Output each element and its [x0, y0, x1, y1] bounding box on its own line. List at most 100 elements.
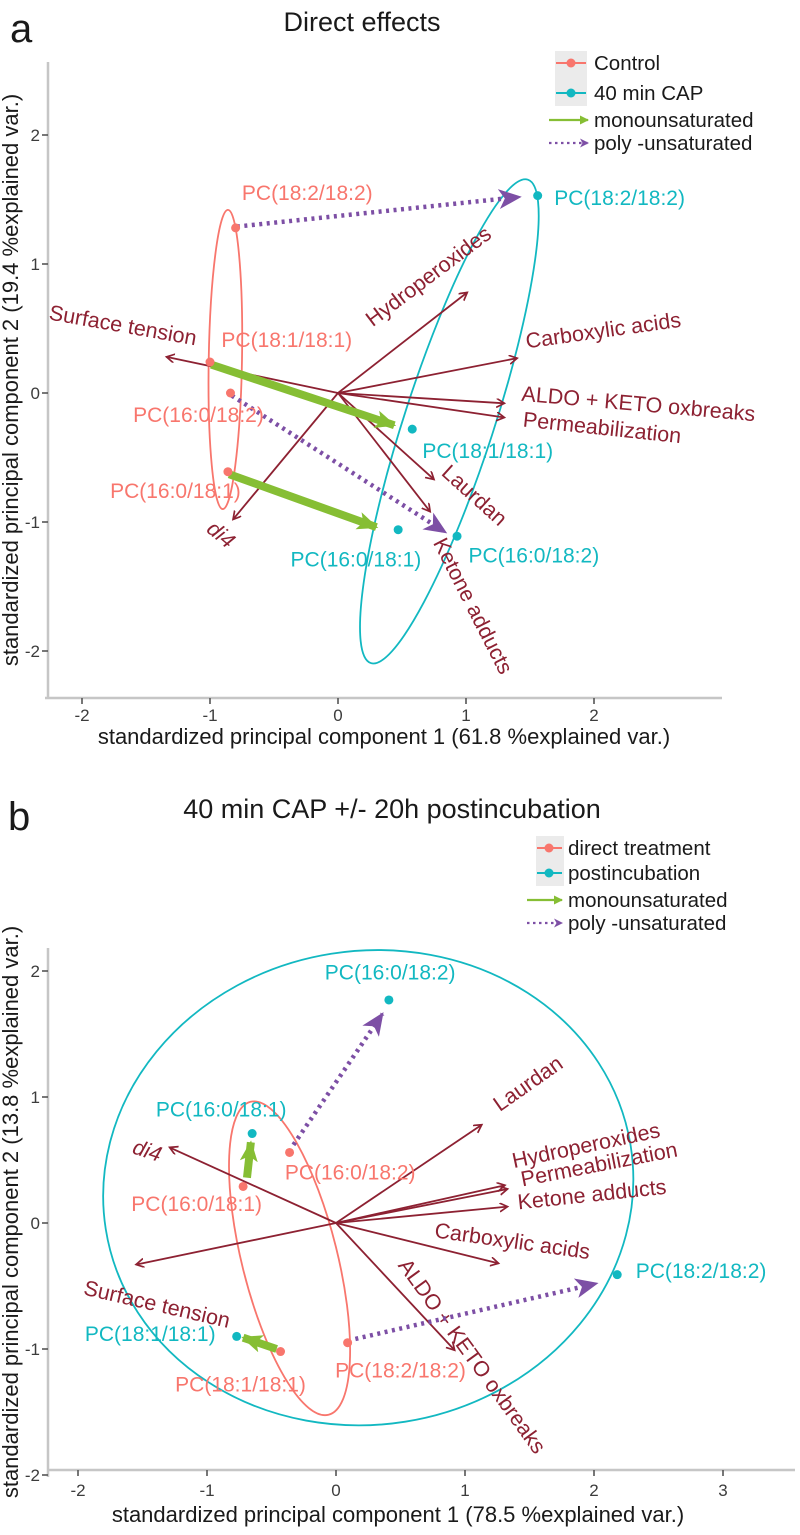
legend-item-label: monounsaturated [568, 889, 728, 912]
transition-arrow-poly-unsaturated [291, 1012, 385, 1147]
y-tick-label: 1 [31, 1088, 40, 1107]
panel-title: 40 min CAP +/- 20h postincubation [183, 794, 601, 824]
legend-item-label: monounsaturated [594, 109, 754, 132]
loading-vectors: Surface tension Hydroperoxides Carboxylic … [47, 222, 756, 678]
loading-arrow [335, 1189, 508, 1224]
data-point-salmon [205, 357, 215, 367]
data-point-salmon [223, 467, 233, 477]
panel-letter: a [10, 7, 33, 51]
y-tick-label: -1 [25, 1340, 40, 1359]
data-point-teal [612, 1270, 622, 1280]
point-label: PC(18:1/18:1) [85, 1323, 216, 1346]
point-label: PC(18:2/18:2) [335, 1359, 466, 1382]
x-tick-label: -1 [202, 706, 217, 725]
y-axis-title: standardized principal component 2 (13.8… [0, 926, 23, 1498]
loading-label: Laurdan [437, 460, 512, 531]
legend-key-dot [566, 58, 576, 68]
legend-key-dot [566, 88, 576, 98]
point-label: PC(18:1/18:1) [221, 329, 352, 352]
legend-key-background [536, 836, 564, 886]
transition-arrow-monounsaturated [210, 360, 397, 430]
loading-arrow [233, 392, 339, 519]
y-axis-title: standardized principal component 2 (19.4… [0, 94, 23, 666]
loading-arrow [337, 392, 504, 403]
point-label: PC(16:0/18:1) [110, 480, 241, 503]
panel-letter: b [8, 795, 30, 839]
group-ellipse-teal [359, 178, 540, 665]
data-point-salmon [231, 223, 241, 233]
loading-arrow [335, 1207, 508, 1224]
data-points: PC(16:0/18:1) PC(16:0/18:2) PC(18:1/18:1) P… [85, 961, 767, 1396]
data-points: PC(18:2/18:2) PC(18:1/18:1) PC(16:0/18:2) P… [110, 182, 685, 571]
group-ellipse-teal [102, 949, 635, 1427]
data-point-teal [232, 1331, 242, 1341]
data-point-teal [384, 995, 394, 1005]
loading-arrow [170, 1147, 337, 1224]
y-tick-label: -1 [25, 513, 40, 532]
transition-arrow-poly-unsaturated [354, 1278, 599, 1342]
data-point-salmon [238, 1181, 248, 1191]
point-label: PC(18:1/18:1) [175, 1373, 306, 1396]
x-tick-label: 0 [333, 706, 342, 725]
x-tick-label: 2 [589, 706, 598, 725]
data-point-teal [452, 531, 462, 541]
panel-title: Direct effects [283, 7, 440, 37]
data-point-salmon [343, 1338, 353, 1348]
point-label: PC(16:0/18:2) [133, 404, 264, 427]
loading-arrow [337, 392, 504, 418]
legend-item-label: Control [594, 52, 660, 75]
transition-arrow-monounsaturated [227, 470, 379, 531]
loading-label: di4 [202, 516, 239, 553]
loading-arrow [337, 392, 434, 479]
point-label: PC(16:0/18:2) [285, 1162, 416, 1185]
y-tick-label: -2 [25, 642, 40, 661]
point-label: PC(16:0/18:2) [468, 545, 599, 568]
x-tick-label: 1 [461, 706, 470, 725]
loading-arrow [136, 1222, 337, 1265]
data-point-teal [407, 424, 417, 434]
loading-label: Carboxylic acids [433, 1218, 591, 1264]
x-tick-label: 3 [718, 1481, 727, 1500]
x-tick-label: -1 [199, 1481, 214, 1500]
loading-arrow [335, 1222, 499, 1263]
data-point-salmon [225, 388, 235, 398]
transition-arrow-monounsaturated [239, 1140, 258, 1179]
loading-label: Laurdan [489, 1051, 567, 1116]
point-label: PC(18:2/18:2) [242, 182, 373, 205]
point-label: PC(16:0/18:1) [291, 548, 422, 571]
loading-arrow [337, 292, 467, 394]
transition-arrow-poly-unsaturated [230, 393, 448, 535]
x-tick-label: 0 [331, 1481, 340, 1500]
legend-item-label: direct treatment [568, 837, 711, 860]
data-point-teal [247, 1129, 257, 1139]
point-label: PC(16:0/18:2) [325, 961, 456, 984]
x-tick-label: -2 [70, 1481, 85, 1500]
y-tick-label: 2 [31, 962, 40, 981]
loading-arrow [335, 1125, 482, 1224]
point-label: PC(18:2/18:2) [636, 1260, 767, 1283]
loading-arrow [337, 358, 517, 394]
legend-key-dot [544, 868, 554, 878]
point-label: PC(16:0/18:1) [131, 1193, 262, 1216]
x-tick-label: -2 [74, 706, 89, 725]
y-tick-label: 2 [31, 126, 40, 145]
group-ellipse-salmon [228, 1100, 352, 1417]
data-point-teal [533, 191, 543, 201]
point-label: PC(16:0/18:1) [156, 1099, 287, 1122]
x-tick-label: 2 [589, 1481, 598, 1500]
data-point-salmon [276, 1347, 286, 1357]
legend-key-dot [544, 843, 554, 853]
data-point-teal [393, 525, 403, 535]
loading-label: Surface tension [47, 301, 198, 351]
point-label: PC(18:1/18:1) [422, 440, 553, 463]
transition-arrow-monounsaturated [241, 1333, 278, 1353]
x-tick-label: 1 [460, 1481, 469, 1500]
loading-label: Carboxylic acids [524, 308, 682, 354]
